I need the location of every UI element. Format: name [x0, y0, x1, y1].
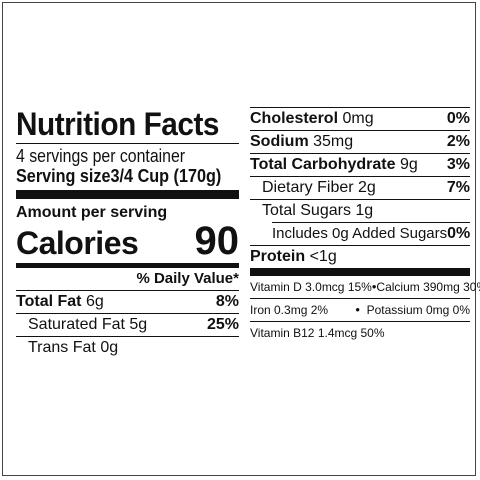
- amount-per-serving: Amount per serving: [16, 204, 168, 221]
- right-column: Cholesterol 0mg 0% Sodium 35mg 2% Total …: [250, 107, 480, 344]
- nutrient-row-trans-fat: Trans Fat 0g: [16, 337, 239, 359]
- nutrient-name: Sodium: [250, 133, 309, 150]
- bullet-icon: •: [355, 302, 360, 317]
- nutrient-name: Dietary Fiber: [262, 179, 354, 196]
- nutrient-row-dietary-fiber: Dietary Fiber 2g 7%: [250, 177, 470, 200]
- nutrient-amount: 2g: [358, 179, 376, 196]
- divider: [272, 222, 470, 223]
- left-column: Nutrition Facts 4 servings per container…: [16, 107, 239, 359]
- nutrient-amount: <1g: [309, 248, 337, 265]
- nutrient-row-total-fat: Total Fat 6g 8%: [16, 291, 239, 314]
- vitamin-b12: Vitamin B12 1.4mcg 50%: [250, 326, 385, 340]
- thick-divider: [16, 190, 239, 199]
- nutrient-dv: 7%: [446, 179, 470, 196]
- nutrient-name: Protein: [250, 248, 306, 265]
- nutrient-amount: 5g: [129, 316, 148, 333]
- nutrient-dv: 2%: [446, 133, 470, 150]
- calories-value: 90: [194, 219, 240, 263]
- nutrient-amount: 0g Added Sugars: [332, 225, 448, 242]
- vitamin-row-1: Vitamin D 3.0mcg 15% •Calcium 390mg 30%: [250, 276, 480, 299]
- nutrient-row-cholesterol: Cholesterol 0mg 0%: [250, 108, 470, 131]
- calories-row: Calories 90: [16, 219, 240, 263]
- nutrient-dv: 8%: [215, 293, 239, 310]
- potassium: Potassium 0mg 0%: [366, 303, 470, 317]
- daily-value-header: % Daily Value*: [136, 270, 239, 287]
- divider: [16, 290, 239, 291]
- nutrient-amount: 9g: [399, 156, 418, 173]
- iron: Iron 0.3mg 2%: [250, 303, 329, 317]
- nutrient-amount: 6g: [85, 293, 104, 310]
- thick-divider: [250, 268, 470, 276]
- nutrient-name: Saturated Fat: [28, 316, 125, 333]
- nutrient-name: Total Sugars: [262, 202, 351, 219]
- nutrient-dv: 3%: [446, 156, 470, 173]
- vitamin-row-3: Vitamin B12 1.4mcg 50%: [250, 322, 470, 344]
- vitamin-row-2: Iron 0.3mg 2% • Potassium 0mg 0%: [250, 299, 470, 322]
- nutrient-row-total-carbohydrate: Total Carbohydrate 9g 3%: [250, 154, 470, 177]
- nutrient-name: Trans Fat: [28, 339, 96, 356]
- nutrient-dv: 25%: [206, 316, 239, 333]
- nutrient-row-saturated-fat: Saturated Fat 5g 25%: [16, 314, 239, 337]
- nutrient-dv: 0%: [447, 225, 471, 242]
- nutrient-amount: 1g: [355, 202, 374, 219]
- nutrient-name: Total Carbohydrate: [250, 156, 396, 173]
- nutrient-amount: 0mg: [342, 110, 374, 127]
- nutrient-row-sodium: Sodium 35mg 2%: [250, 131, 470, 154]
- medium-divider: [16, 263, 239, 268]
- servings-per-container: 4 servings per container: [16, 146, 186, 166]
- vitamin-d: Vitamin D 3.0mcg 15%: [250, 280, 372, 294]
- serving-size-row: Serving size 3/4 Cup (170g): [16, 166, 238, 186]
- calories-label: Calories: [16, 225, 139, 261]
- divider: [250, 245, 470, 246]
- divider: [250, 107, 470, 108]
- serving-size-label: Serving size: [16, 166, 111, 186]
- calcium: Calcium 390mg 30%: [376, 280, 480, 294]
- nutrition-facts-title: Nutrition Facts: [16, 106, 220, 142]
- nutrient-name: Includes: [272, 225, 328, 242]
- nutrient-row-added-sugars: Includes 0g Added Sugars 0%: [250, 223, 470, 245]
- nutrient-dv: 0%: [446, 110, 470, 127]
- nutrient-amount: 35mg: [313, 133, 354, 150]
- nutrient-name: Total Fat: [16, 293, 82, 310]
- nutrient-row-protein: Protein <1g: [250, 246, 470, 268]
- nutrient-row-total-sugars: Total Sugars 1g: [250, 200, 470, 222]
- divider: [16, 143, 239, 144]
- serving-size-value: 3/4 Cup (170g): [110, 166, 222, 186]
- bullet-icon: •: [371, 279, 377, 294]
- nutrient-amount: 0g: [100, 339, 119, 356]
- nutrient-name: Cholesterol: [250, 110, 339, 127]
